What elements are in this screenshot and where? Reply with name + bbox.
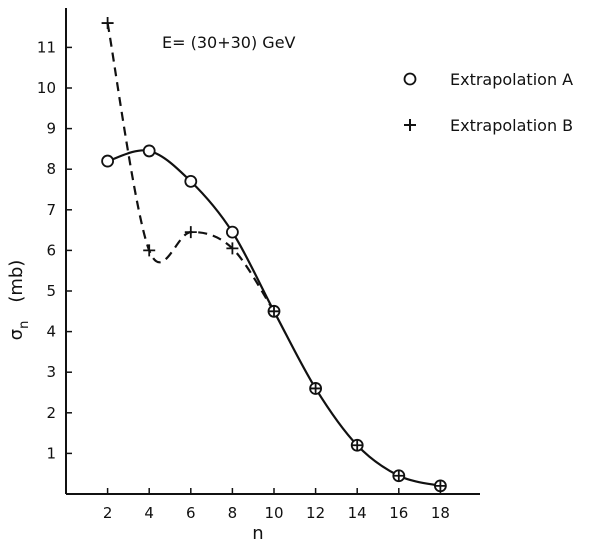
y-label-subscript: n — [17, 321, 32, 329]
y-tick-label: 8 — [46, 160, 56, 178]
point-extrapolation-b — [309, 382, 322, 395]
y-label-unit: (mb) — [6, 260, 27, 303]
y-tick-label: 6 — [46, 241, 56, 259]
y-tick-label: 1 — [46, 444, 56, 462]
point-extrapolation-b — [392, 469, 405, 482]
x-tick-label: 8 — [228, 504, 238, 522]
point-extrapolation-a — [101, 154, 114, 168]
y-tick-label: 9 — [46, 120, 56, 138]
x-tick-label: 18 — [431, 504, 450, 522]
svg-text:σn(mb): σn (mb) — [6, 260, 32, 341]
y-tick-label: 4 — [46, 323, 56, 341]
point-extrapolation-b — [226, 242, 239, 255]
x-tick-label: 4 — [144, 504, 154, 522]
x-tick-label: 16 — [389, 504, 408, 522]
y-tick-label: 5 — [46, 282, 56, 300]
x-tick-label: 12 — [306, 504, 325, 522]
point-extrapolation-a — [142, 144, 156, 158]
point-extrapolation-b — [268, 305, 280, 318]
legend: Extrapolation A Extrapolation B — [403, 70, 573, 135]
axes — [65, 8, 480, 495]
x-tick-label: 6 — [186, 504, 196, 522]
y-tick-label: 3 — [46, 363, 56, 381]
curves — [106, 22, 441, 487]
x-tick-label: 14 — [348, 504, 367, 522]
y-ticks: 1 2 3 4 5 6 7 8 9 10 11 — [37, 38, 72, 462]
x-ticks: 2 4 6 8 10 12 14 16 18 — [103, 488, 450, 522]
legend-circle-marker — [403, 72, 417, 86]
markers — [101, 17, 447, 493]
y-tick-label: 10 — [37, 79, 56, 97]
y-axis-label: σn (mb) — [6, 260, 32, 341]
y-tick-label: 7 — [46, 201, 56, 219]
x-tick-label: 2 — [103, 504, 113, 522]
legend-item-extrapolation-b: Extrapolation B — [404, 116, 573, 135]
point-extrapolation-b — [184, 226, 197, 239]
point-extrapolation-b — [434, 479, 447, 492]
x-tick-label: 10 — [264, 504, 283, 522]
y-tick-label: 2 — [46, 404, 56, 422]
x-axis-label: n — [252, 523, 263, 544]
energy-annotation: E= (30+30) GeV — [162, 33, 296, 52]
point-extrapolation-a — [225, 225, 239, 239]
point-extrapolation-b — [143, 244, 156, 257]
curve-extrapolation-b — [106, 22, 275, 312]
point-extrapolation-b — [351, 439, 364, 452]
y-label-sigma: σ — [6, 329, 27, 340]
y-tick-label: 11 — [37, 38, 56, 56]
point-extrapolation-b — [101, 17, 114, 30]
point-extrapolation-a — [184, 174, 198, 188]
legend-label-b: Extrapolation B — [450, 116, 573, 135]
legend-plus-marker — [404, 119, 416, 131]
curve-extrapolation-a — [107, 149, 441, 487]
legend-label-a: Extrapolation A — [450, 70, 573, 89]
legend-item-extrapolation-a: Extrapolation A — [403, 70, 573, 89]
